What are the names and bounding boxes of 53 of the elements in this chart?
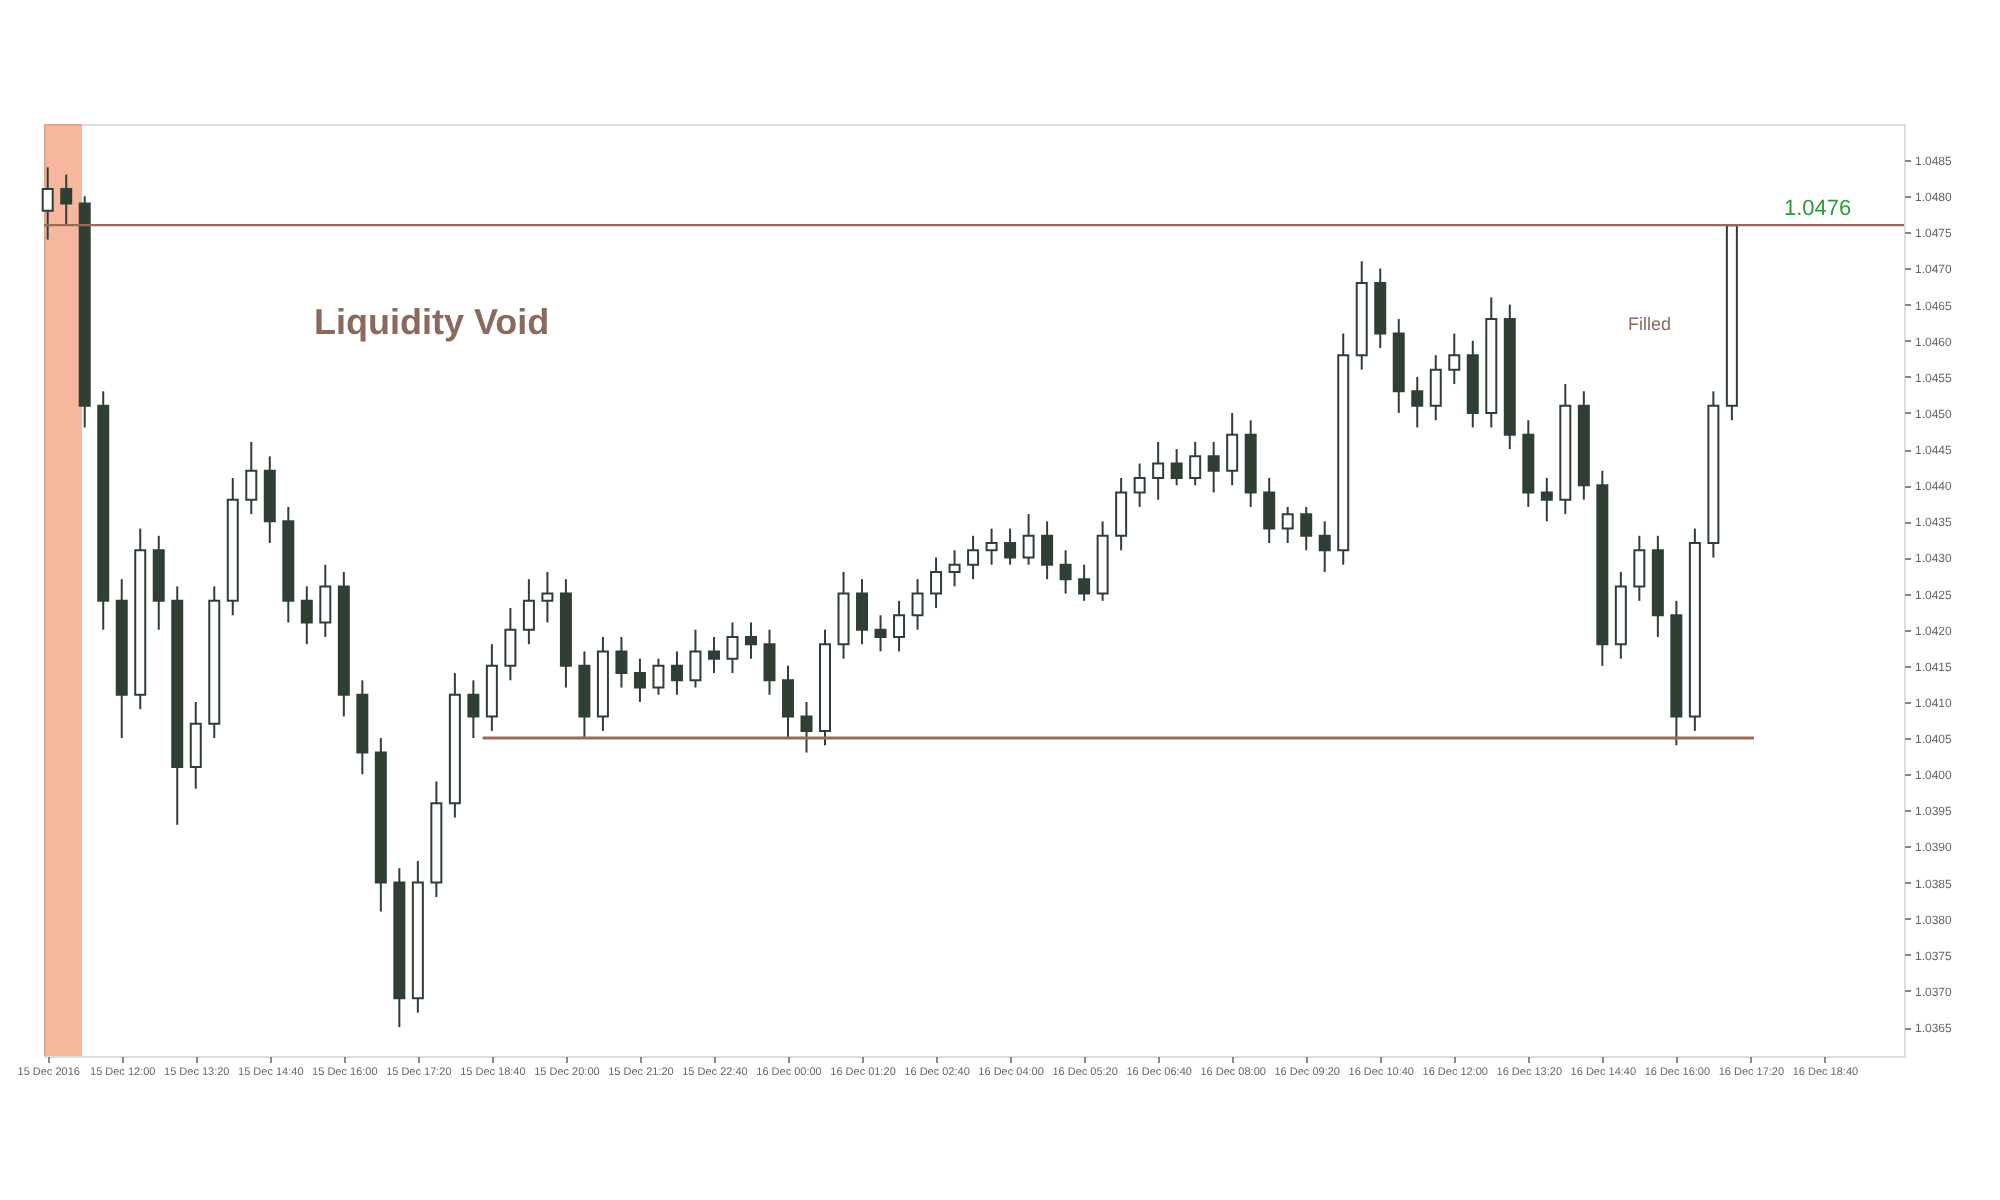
candlestick bbox=[874, 614, 887, 653]
candlestick bbox=[319, 563, 332, 638]
candlestick bbox=[1170, 448, 1183, 487]
candlestick bbox=[726, 621, 739, 675]
candlestick bbox=[60, 173, 73, 227]
candlestick bbox=[1226, 411, 1239, 487]
candlestick bbox=[41, 166, 54, 241]
candlestick bbox=[615, 635, 628, 689]
candlestick bbox=[1318, 520, 1331, 573]
candlestick bbox=[1041, 520, 1054, 581]
candlestick bbox=[1263, 477, 1276, 545]
candlestick bbox=[782, 664, 794, 740]
candlestick bbox=[1540, 477, 1553, 523]
candlestick bbox=[800, 700, 813, 754]
candlestick bbox=[689, 628, 702, 689]
candlestick bbox=[1078, 563, 1091, 602]
candlestick bbox=[189, 700, 202, 790]
candlestick bbox=[1300, 505, 1313, 552]
candlestick bbox=[948, 549, 961, 588]
candlestick bbox=[504, 607, 517, 682]
candlestick bbox=[1022, 513, 1035, 566]
candlestick bbox=[1189, 440, 1202, 487]
candlestick bbox=[633, 657, 646, 703]
candlestick bbox=[985, 527, 998, 566]
candlestick bbox=[1207, 440, 1220, 494]
candlestick bbox=[930, 556, 943, 610]
candlestick bbox=[670, 650, 683, 696]
candlestick bbox=[1059, 549, 1072, 595]
candlestick bbox=[1411, 375, 1424, 429]
candlestick bbox=[467, 679, 480, 740]
ref-line-label: 1.0476 bbox=[1784, 197, 1852, 222]
candlestick bbox=[893, 599, 906, 653]
candlestick bbox=[856, 578, 869, 646]
candlestick bbox=[1281, 505, 1294, 545]
annotation: Filled bbox=[1628, 314, 1672, 334]
candlestick bbox=[911, 578, 924, 631]
annotation: Liquidity Void bbox=[314, 302, 550, 342]
candlestick bbox=[300, 585, 313, 646]
candlestick bbox=[522, 578, 535, 646]
candlestick bbox=[1448, 332, 1461, 386]
candlestick bbox=[967, 534, 980, 581]
candlestick bbox=[744, 621, 757, 660]
candlestick bbox=[541, 570, 554, 624]
candlestick bbox=[1633, 534, 1646, 602]
candlestick bbox=[707, 635, 720, 675]
candlestick bbox=[1004, 527, 1017, 566]
candlestick bbox=[1133, 462, 1146, 508]
candlestick bbox=[763, 628, 776, 696]
candlestick bbox=[652, 657, 665, 696]
candlestick bbox=[245, 440, 258, 516]
candlestick bbox=[1152, 440, 1165, 501]
candlestick bbox=[1429, 354, 1442, 422]
candlestick bbox=[1115, 477, 1128, 552]
